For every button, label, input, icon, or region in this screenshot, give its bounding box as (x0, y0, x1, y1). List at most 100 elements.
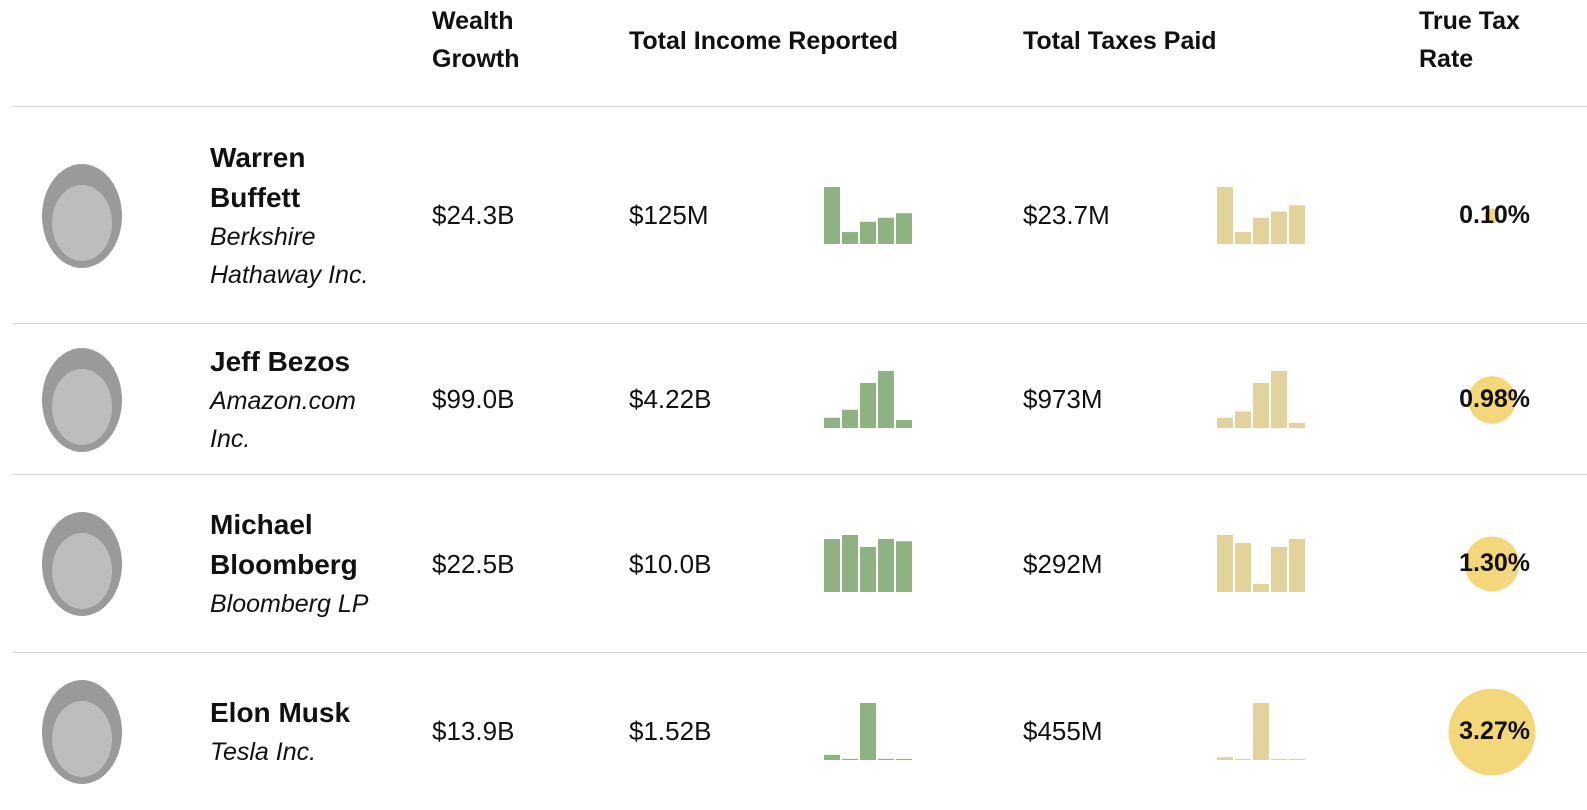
table-row: Elon Musk Tesla Inc. $13.9B $1.52B $455M 3.27… (12, 652, 1587, 810)
sparkline (1217, 186, 1305, 244)
face-shade (52, 368, 112, 445)
tax-rate: 1.30% (1459, 549, 1530, 577)
spark-bar (842, 231, 858, 244)
person-name: Michael Bloomberg (210, 509, 358, 580)
rate-bubble (1468, 375, 1516, 424)
spark-bar (896, 212, 912, 244)
rate-bubble (1448, 688, 1536, 775)
spark-bar (1271, 370, 1287, 428)
rate-bubble (1484, 207, 1500, 224)
income: $4.22B (629, 384, 712, 414)
spark-bar (896, 419, 912, 428)
spark-bar (1289, 538, 1305, 592)
sparkline (824, 186, 912, 244)
name-wrap: Warren Buffett Berkshire Hathaway Inc. (210, 138, 390, 294)
spark-bar (842, 409, 858, 428)
spark-bar (1217, 417, 1233, 428)
spark-bar (1253, 584, 1269, 592)
sparkline (824, 702, 912, 760)
spark-bar (1253, 702, 1269, 760)
sparkline (1217, 702, 1305, 760)
spark-bar (1217, 756, 1233, 760)
spark-bar (896, 758, 912, 760)
spark-bar (878, 758, 894, 760)
company: Bloomberg LP (210, 590, 369, 618)
name-cell: Jeff Bezos Amazon.com Inc. (210, 324, 390, 475)
photo (42, 163, 122, 268)
table-row: Jeff Bezos Amazon.com Inc. $99.0B $4.22B $97… (12, 323, 1587, 475)
tax-rate: 3.27% (1459, 716, 1530, 745)
income: $125M (629, 200, 709, 230)
spark-bar (1289, 758, 1305, 760)
company: Tesla Inc. (210, 737, 317, 766)
name-wrap: Michael Bloomberg Bloomberg LP (210, 505, 390, 623)
sparkline (1217, 370, 1305, 428)
face-shade (52, 533, 112, 609)
wealth-growth: $13.9B (432, 716, 515, 746)
spark-bar (824, 186, 840, 244)
header: Wealth Growth (432, 7, 520, 73)
spark-bar (1235, 542, 1251, 592)
spark-bar (878, 538, 894, 592)
spark-bar (842, 535, 858, 592)
wealth-growth: $22.5B (432, 548, 515, 579)
name-wrap: Elon Musk Tesla Inc. (210, 693, 350, 771)
spark-bar (878, 370, 894, 428)
sparkline (824, 370, 912, 428)
spark-bar (1253, 382, 1269, 428)
spark-bar (1271, 211, 1287, 244)
spark-bar (860, 221, 876, 244)
spark-bar (1235, 758, 1251, 760)
photo (42, 512, 122, 616)
rate-circle (1484, 207, 1500, 224)
company: Berkshire Hathaway Inc. (210, 222, 369, 289)
header: True Tax Rate (1419, 7, 1520, 73)
face-shade (52, 184, 112, 261)
rate-circle (1448, 688, 1536, 775)
spark-bar (824, 754, 840, 760)
taxes: $292M (1023, 548, 1103, 579)
name-cell: Michael Bloomberg Bloomberg LP (210, 475, 390, 653)
table-row: Michael Bloomberg Bloomberg LP $22.5B $10.0… (12, 474, 1587, 653)
person-name: Jeff Bezos (210, 345, 351, 377)
spark-bar (1289, 422, 1305, 428)
spark-bar (896, 541, 912, 592)
table-row: Warren Buffett Berkshire Hathaway Inc. $24… (12, 106, 1587, 324)
spark-bar (878, 217, 894, 244)
spark-bar (860, 546, 876, 592)
photo (42, 347, 122, 452)
spark-bar (824, 417, 840, 428)
spark-bar (1217, 186, 1233, 244)
spark-bar (1235, 231, 1251, 244)
sparkline (824, 535, 912, 592)
spark-bar (1217, 535, 1233, 592)
spark-bar (1271, 546, 1287, 592)
person-name: Warren Buffett (210, 141, 306, 213)
taxes: $455M (1023, 716, 1103, 746)
photo (42, 679, 122, 784)
sparkline (1217, 535, 1305, 592)
spark-bar (1253, 217, 1269, 244)
company: Amazon.com Inc. (210, 386, 356, 453)
person-name: Elon Musk (210, 696, 351, 728)
tax-rate: 0.98% (1459, 384, 1530, 413)
rate-circle (1464, 536, 1520, 592)
income: $10.0B (629, 548, 712, 579)
header: Total Taxes Paid (1023, 27, 1217, 55)
rate-bubble (1464, 536, 1520, 592)
name-cell: Warren Buffett Berkshire Hathaway Inc. (210, 107, 390, 324)
name-wrap: Jeff Bezos Amazon.com Inc. (210, 342, 390, 458)
tax-rate: 0.10% (1459, 200, 1530, 229)
spark-bar (1235, 410, 1251, 428)
header: Total Income Reported (629, 27, 899, 55)
spark-bar (1271, 758, 1287, 760)
spark-bar (860, 382, 876, 428)
spark-bar (1289, 204, 1305, 244)
wealth-growth: $99.0B (432, 384, 515, 414)
spark-bar (842, 758, 858, 760)
wealth-growth: $24.3B (432, 200, 515, 230)
spark-bar (824, 538, 840, 592)
income: $1.52B (629, 716, 712, 746)
name-cell: Elon Musk Tesla Inc. (210, 653, 390, 810)
